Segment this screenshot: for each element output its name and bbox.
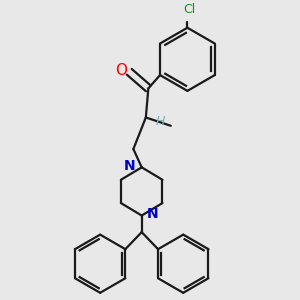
Text: H: H [156,115,166,128]
Text: O: O [115,63,127,78]
Text: N: N [124,159,136,173]
Text: Cl: Cl [183,3,195,16]
Text: N: N [147,207,158,221]
